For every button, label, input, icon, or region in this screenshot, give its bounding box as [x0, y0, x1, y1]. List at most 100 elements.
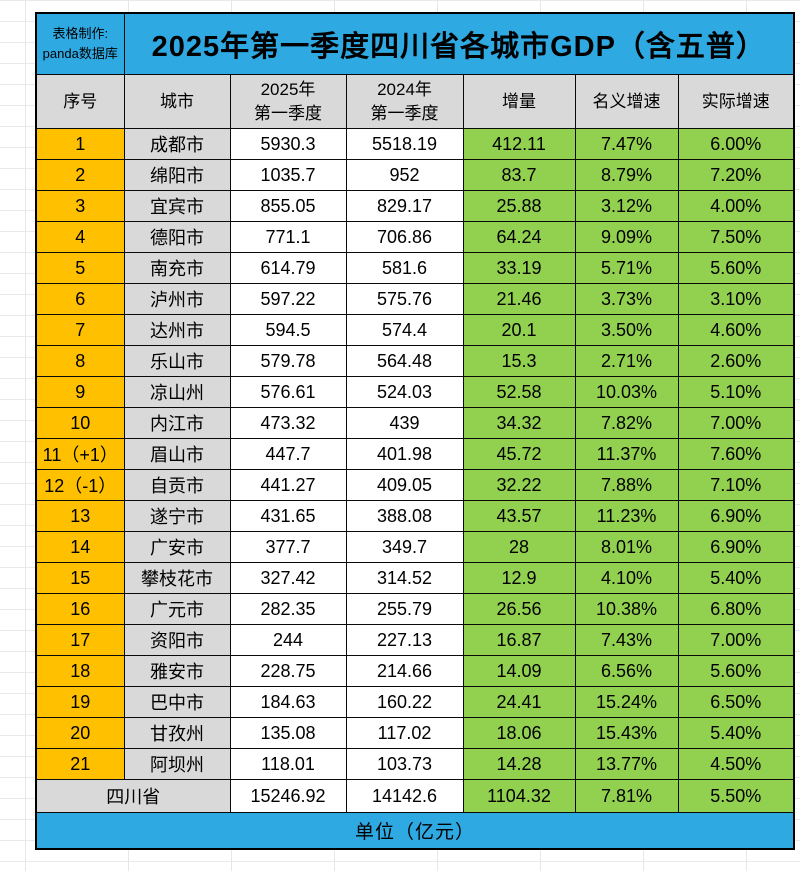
nominal-growth-cell: 8.79% — [574, 159, 679, 191]
nominal-growth-cell: 13.77% — [574, 748, 679, 780]
gdp-2024-cell: 581.6 — [345, 252, 464, 284]
real-growth-cell: 5.40% — [677, 717, 795, 749]
title-row: 表格制作: panda数据库 2025年第一季度四川省各城市GDP（含五普） — [35, 12, 795, 75]
nominal-growth-cell: 7.47% — [574, 128, 679, 160]
gdp-2024-cell: 409.05 — [345, 469, 464, 501]
nominal-growth-cell: 2.71% — [574, 345, 679, 377]
gdp-2024-cell: 706.86 — [345, 221, 464, 253]
table-row: 13 遂宁市 431.65 388.08 43.57 11.23% 6.90% — [35, 500, 795, 532]
nominal-growth-cell: 15.24% — [574, 686, 679, 718]
real-growth-cell: 5.40% — [677, 562, 795, 594]
rank-cell: 7 — [35, 314, 125, 346]
table-row: 8 乐山市 579.78 564.48 15.3 2.71% 2.60% — [35, 345, 795, 377]
rank-cell: 4 — [35, 221, 125, 253]
nominal-growth-cell: 7.43% — [574, 624, 679, 656]
rank-cell: 9 — [35, 376, 125, 408]
table-row: 19 巴中市 184.63 160.22 24.41 15.24% 6.50% — [35, 686, 795, 718]
gdp-2025-cell: 576.61 — [229, 376, 347, 408]
total-gdp-2024-cell: 14142.6 — [345, 779, 464, 813]
nominal-growth-cell: 4.10% — [574, 562, 679, 594]
credit-line2: panda数据库 — [42, 46, 118, 61]
increment-cell: 34.32 — [462, 407, 576, 439]
city-cell: 自贡市 — [123, 469, 231, 501]
gdp-2025-cell: 135.08 — [229, 717, 347, 749]
gdp-2025-cell: 244 — [229, 624, 347, 656]
gdp-2025-cell: 1035.7 — [229, 159, 347, 191]
gdp-2024-cell: 952 — [345, 159, 464, 191]
table-body: 1 成都市 5930.3 5518.19 412.11 7.47% 6.00% … — [35, 128, 795, 780]
city-cell: 德阳市 — [123, 221, 231, 253]
increment-cell: 15.3 — [462, 345, 576, 377]
column-header-city: 城市 — [123, 74, 231, 129]
real-growth-cell: 3.10% — [677, 283, 795, 315]
gdp-2024-cell: 314.52 — [345, 562, 464, 594]
gdp-2024-cell: 401.98 — [345, 438, 464, 470]
increment-cell: 21.46 — [462, 283, 576, 315]
increment-cell: 28 — [462, 531, 576, 563]
gdp-2024-cell: 103.73 — [345, 748, 464, 780]
city-cell: 乐山市 — [123, 345, 231, 377]
nominal-growth-cell: 7.88% — [574, 469, 679, 501]
real-growth-cell: 7.50% — [677, 221, 795, 253]
total-gdp-2025-cell: 15246.92 — [229, 779, 347, 813]
table-row: 20 甘孜州 135.08 117.02 18.06 15.43% 5.40% — [35, 717, 795, 749]
real-growth-cell: 5.60% — [677, 252, 795, 284]
increment-cell: 43.57 — [462, 500, 576, 532]
nominal-growth-cell: 15.43% — [574, 717, 679, 749]
gdp-2024-cell: 255.79 — [345, 593, 464, 625]
table-row: 10 内江市 473.32 439 34.32 7.82% 7.00% — [35, 407, 795, 439]
gdp-2025-cell: 327.42 — [229, 562, 347, 594]
nominal-growth-cell: 3.73% — [574, 283, 679, 315]
rank-cell: 14 — [35, 531, 125, 563]
real-growth-cell: 7.00% — [677, 407, 795, 439]
increment-cell: 14.09 — [462, 655, 576, 687]
real-growth-cell: 2.60% — [677, 345, 795, 377]
city-cell: 达州市 — [123, 314, 231, 346]
total-nominal-cell: 7.81% — [574, 779, 679, 813]
city-cell: 阿坝州 — [123, 748, 231, 780]
column-header-nominal: 名义增速 — [574, 74, 679, 129]
gdp-2024-cell: 349.7 — [345, 531, 464, 563]
real-growth-cell: 4.50% — [677, 748, 795, 780]
gdp-2024-cell: 829.17 — [345, 190, 464, 222]
gdp-2025-cell: 441.27 — [229, 469, 347, 501]
city-cell: 巴中市 — [123, 686, 231, 718]
total-row: 四川省 15246.92 14142.6 1104.32 7.81% 5.50% — [35, 779, 795, 813]
real-growth-cell: 6.90% — [677, 500, 795, 532]
city-cell: 广元市 — [123, 593, 231, 625]
increment-cell: 18.06 — [462, 717, 576, 749]
city-cell: 内江市 — [123, 407, 231, 439]
rank-cell: 2 — [35, 159, 125, 191]
city-cell: 甘孜州 — [123, 717, 231, 749]
table-row: 3 宜宾市 855.05 829.17 25.88 3.12% 4.00% — [35, 190, 795, 222]
gdp-2024-cell: 439 — [345, 407, 464, 439]
gdp-2025-cell: 282.35 — [229, 593, 347, 625]
gdp-2025-cell: 771.1 — [229, 221, 347, 253]
increment-cell: 412.11 — [462, 128, 576, 160]
table-row: 1 成都市 5930.3 5518.19 412.11 7.47% 6.00% — [35, 128, 795, 160]
total-label-cell: 四川省 — [35, 779, 231, 813]
gdp-2024-cell: 388.08 — [345, 500, 464, 532]
rank-cell: 21 — [35, 748, 125, 780]
nominal-growth-cell: 10.38% — [574, 593, 679, 625]
city-cell: 遂宁市 — [123, 500, 231, 532]
gdp-2025-cell: 614.79 — [229, 252, 347, 284]
city-cell: 绵阳市 — [123, 159, 231, 191]
gdp-2024-cell: 117.02 — [345, 717, 464, 749]
rank-cell: 5 — [35, 252, 125, 284]
city-cell: 宜宾市 — [123, 190, 231, 222]
column-header-increment: 增量 — [462, 74, 576, 129]
column-header-rank: 序号 — [35, 74, 125, 129]
gdp-2024-cell: 214.66 — [345, 655, 464, 687]
rank-cell: 1 — [35, 128, 125, 160]
nominal-growth-cell: 11.37% — [574, 438, 679, 470]
gdp-2025-cell: 594.5 — [229, 314, 347, 346]
city-cell: 凉山州 — [123, 376, 231, 408]
gdp-2024-cell: 564.48 — [345, 345, 464, 377]
increment-cell: 26.56 — [462, 593, 576, 625]
table-row: 18 雅安市 228.75 214.66 14.09 6.56% 5.60% — [35, 655, 795, 687]
city-cell: 泸州市 — [123, 283, 231, 315]
real-growth-cell: 5.60% — [677, 655, 795, 687]
increment-cell: 64.24 — [462, 221, 576, 253]
